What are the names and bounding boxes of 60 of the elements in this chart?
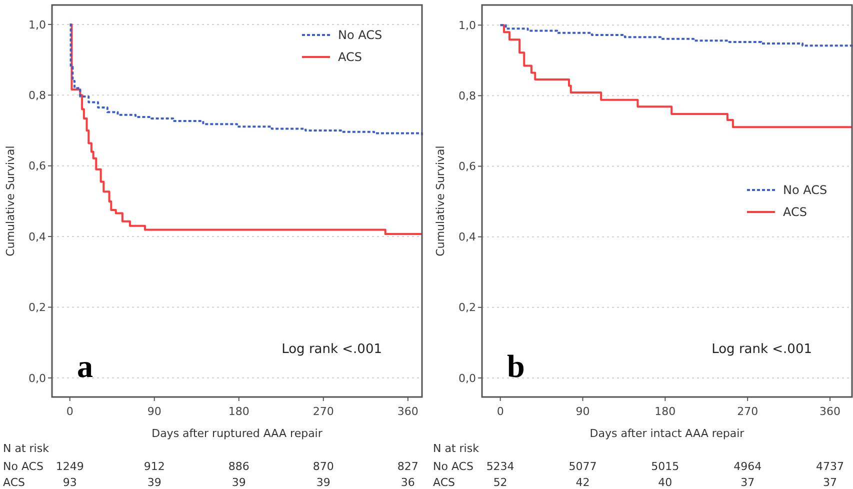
- text: 42: [576, 476, 590, 489]
- text: 40: [658, 476, 672, 489]
- x-tick-label: 90: [576, 405, 590, 418]
- y-tick-label: 0,2: [458, 301, 476, 314]
- text: No ACS: [433, 460, 474, 473]
- text: 39: [147, 476, 162, 489]
- x-tick-label: 270: [737, 405, 758, 418]
- legend-label: ACS: [338, 50, 362, 64]
- x-tick-label: 360: [397, 405, 418, 418]
- text: 4964: [734, 460, 762, 473]
- text: ACS: [433, 476, 456, 489]
- x-tick-label: 0: [66, 405, 74, 418]
- x-tick-label: 0: [496, 405, 504, 418]
- y-tick-label: 0,2: [28, 301, 46, 314]
- annotation: Log rank <.001: [282, 342, 382, 357]
- text: 52: [493, 476, 508, 489]
- y-tick-label: 0,0: [28, 372, 46, 385]
- y-tick-label: 0,4: [28, 230, 46, 244]
- text: No ACS: [3, 460, 44, 473]
- x-tick-label: 180: [228, 405, 250, 418]
- y-axis-title: Cumulative Survival: [434, 146, 447, 256]
- annotation: a: [77, 348, 93, 384]
- text: 39: [232, 476, 246, 489]
- y-tick-label: 0,4: [458, 230, 476, 244]
- x-tick-label: 180: [654, 405, 676, 418]
- text: 5077: [568, 460, 597, 473]
- text: 4737: [816, 460, 844, 473]
- y-tick-label: 0,8: [458, 90, 476, 103]
- text: 827: [397, 460, 418, 473]
- legend-label: No ACS: [338, 28, 382, 42]
- text: N at risk: [433, 442, 480, 455]
- text: 886: [228, 460, 250, 473]
- y-tick-label: 1,0: [28, 18, 46, 32]
- y-tick-label: 0,6: [28, 160, 46, 173]
- x-axis-title: Days after intact AAA repair: [590, 427, 745, 440]
- text: 912: [144, 460, 165, 473]
- text: 39: [316, 476, 330, 489]
- y-tick-label: 1,0: [458, 18, 476, 32]
- text: ACS: [3, 476, 26, 489]
- text: 5015: [651, 460, 680, 473]
- text: N at risk: [3, 442, 50, 455]
- text: 1249: [56, 460, 84, 473]
- annotation: b: [507, 348, 525, 384]
- x-tick-label: 360: [820, 405, 841, 418]
- y-axis-title: Cumulative Survival: [4, 146, 17, 256]
- y-tick-label: 0,0: [458, 372, 476, 385]
- text: 93: [62, 476, 77, 489]
- x-tick-label: 270: [312, 405, 334, 418]
- x-tick-label: 90: [147, 405, 162, 418]
- y-tick-label: 0,6: [458, 160, 476, 174]
- y-tick-label: 0,8: [28, 88, 46, 102]
- text: 5234: [486, 460, 514, 473]
- x-axis-title: Days after ruptured AAA repair: [152, 427, 323, 440]
- text: 37: [740, 476, 755, 489]
- text: 36: [400, 476, 415, 489]
- text: 870: [312, 460, 334, 473]
- legend-label: ACS: [783, 205, 807, 220]
- text: 37: [823, 476, 838, 489]
- legend-label: No ACS: [783, 183, 828, 198]
- annotation: Log rank <.001: [712, 342, 812, 357]
